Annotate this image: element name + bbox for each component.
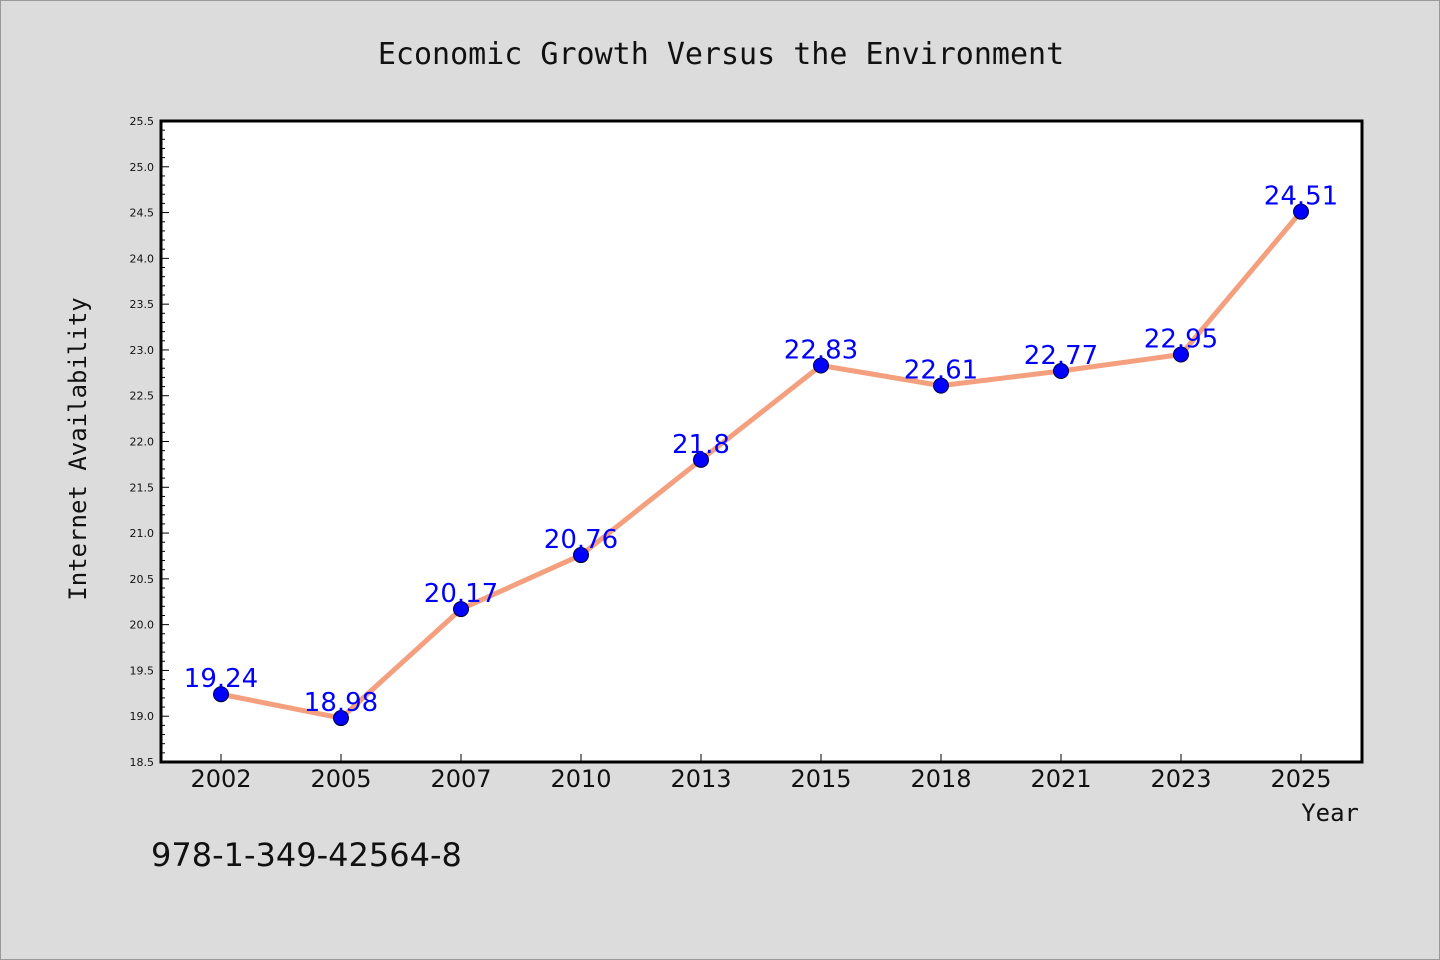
y-axis-ticks: 18.5 19.0 19.5 20.0 20.5 21.0 21.5 22.0 22.5 23.0… [130, 115, 169, 769]
data-point [1053, 362, 1069, 379]
data-point [573, 547, 589, 564]
x-tick-label: 2013 [670, 765, 731, 793]
y-tick-label: 25.0 [130, 161, 155, 174]
data-label: 21.8 [672, 430, 730, 460]
data-label: 22.61 [904, 356, 978, 386]
y-tick-label: 21.0 [130, 527, 155, 540]
x-tick-label: 2002 [190, 765, 251, 793]
x-tick-label: 2021 [1030, 765, 1091, 793]
data-label: 22.83 [784, 335, 858, 365]
y-tick-label: 25.5 [130, 115, 155, 128]
data-label: 22.77 [1024, 341, 1098, 371]
x-tick-label: 2023 [1150, 765, 1211, 793]
data-point [693, 451, 709, 468]
y-axis-label: Internet Availability [64, 297, 92, 600]
data-labels: 19.24 18.98 20.17 20.76 21.8 22.83 22.61 22.77 2… [184, 182, 1338, 718]
y-tick-label: 24.0 [130, 252, 155, 265]
y-tick-label: 21.5 [130, 481, 155, 494]
y-tick-label: 19.5 [130, 664, 155, 677]
y-tick-label: 18.5 [130, 756, 155, 769]
plot-area [159, 119, 1364, 764]
y-tick-label: 22.5 [130, 390, 155, 403]
x-tick-label: 2025 [1270, 765, 1331, 793]
y-tick-label: 19.0 [130, 710, 155, 723]
data-label: 24.51 [1264, 182, 1338, 212]
data-point [333, 710, 349, 727]
data-point [933, 377, 949, 394]
x-axis-ticks: 2002 2005 2007 2010 2013 2015 2018 2021 2023 2025 [190, 754, 1332, 793]
data-label: 18.98 [304, 688, 378, 718]
series-line [218, 209, 1304, 721]
x-tick-label: 2005 [310, 765, 371, 793]
data-label: 22.95 [1144, 325, 1218, 355]
y-tick-label: 20.5 [130, 573, 155, 586]
x-tick-label: 2007 [430, 765, 491, 793]
data-label: 20.76 [544, 525, 618, 555]
series-layer [213, 203, 1309, 727]
data-point [1293, 203, 1309, 220]
x-tick-label: 2010 [550, 765, 611, 793]
data-point [213, 686, 229, 703]
x-axis-label: Year [1301, 799, 1359, 827]
y-tick-label: 24.5 [130, 207, 155, 220]
data-label: 19.24 [184, 664, 258, 694]
isbn-text: 978-1-349-42564-8 [151, 836, 462, 874]
y-tick-label: 22.0 [130, 436, 155, 449]
data-point [813, 357, 829, 374]
x-tick-label: 2018 [910, 765, 971, 793]
data-label: 20.17 [424, 579, 498, 609]
chart-title: Economic Growth Versus the Environment [378, 37, 1064, 72]
data-point [1173, 346, 1189, 363]
data-point [453, 601, 469, 618]
y-tick-label: 20.0 [130, 619, 155, 632]
x-tick-label: 2015 [790, 765, 851, 793]
y-tick-label: 23.0 [130, 344, 155, 357]
y-tick-label: 23.5 [130, 298, 155, 311]
